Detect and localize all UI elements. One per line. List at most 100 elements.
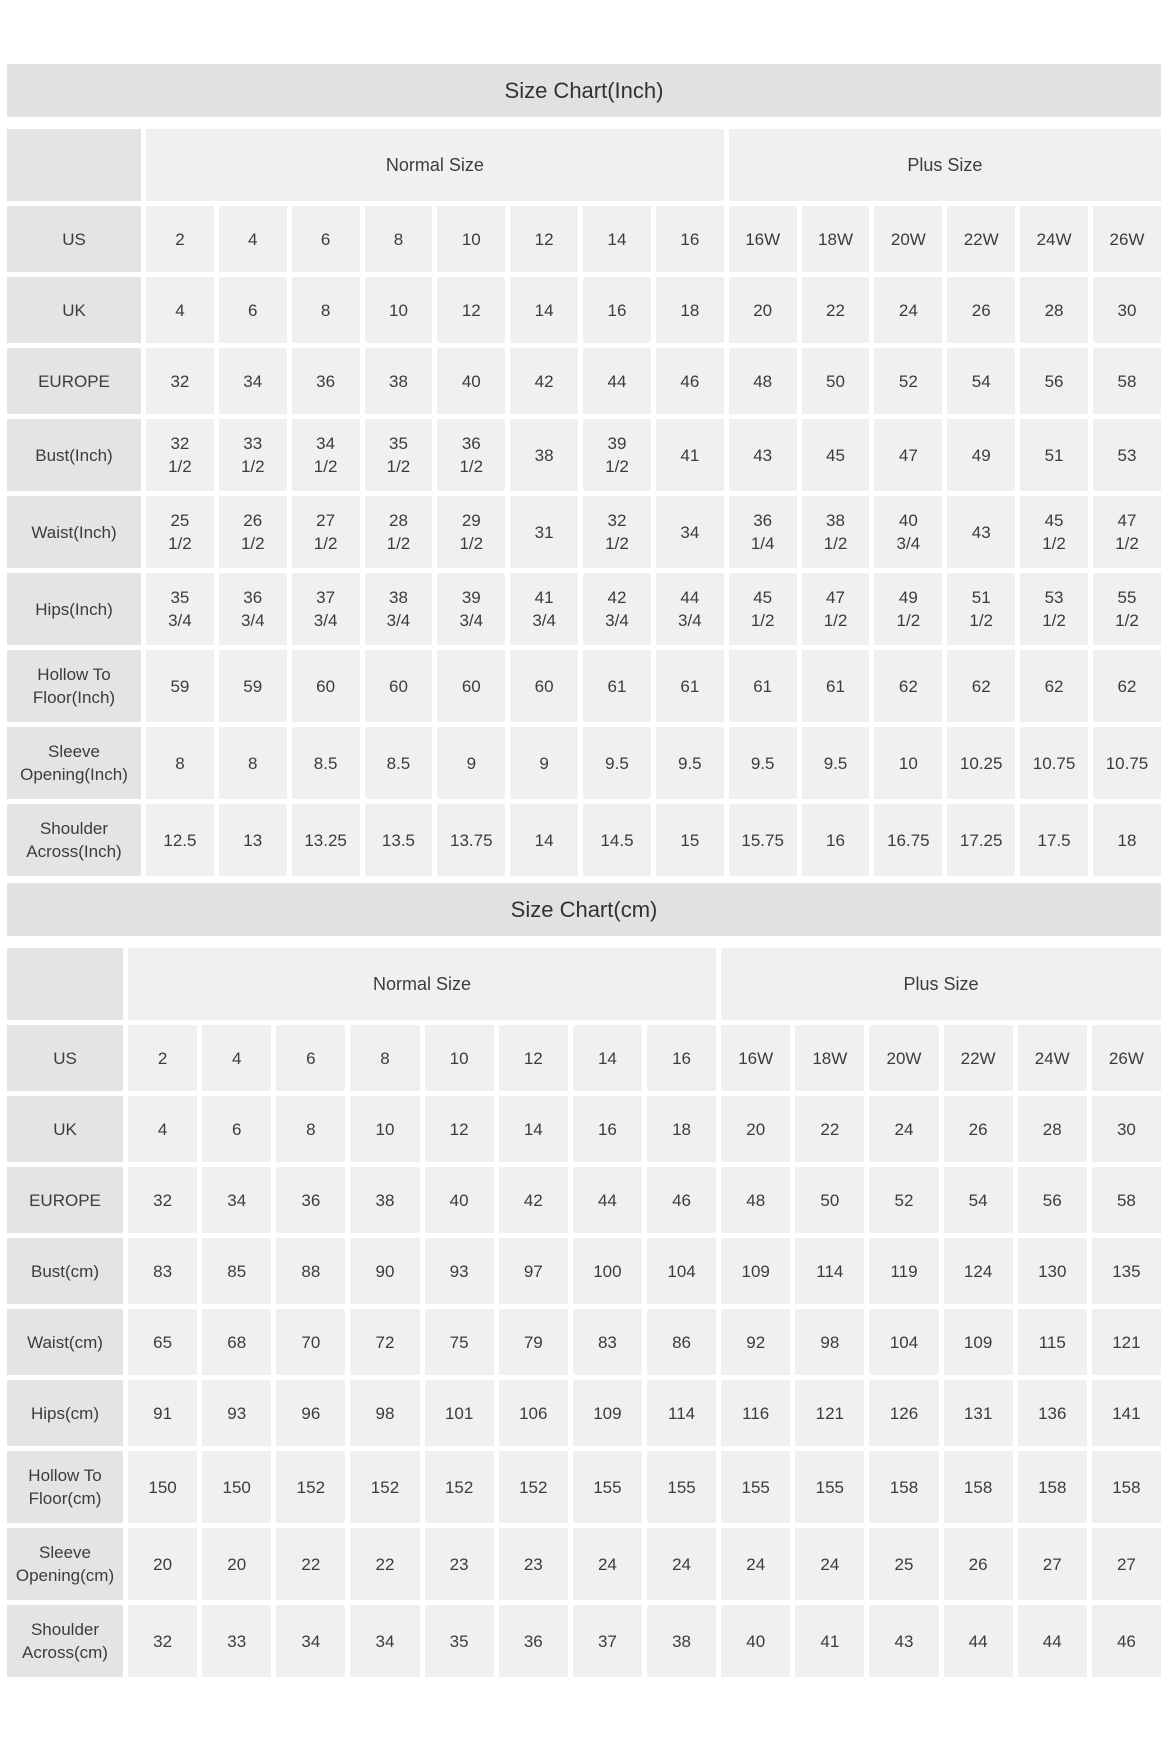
size-cell: 39 3/4 (437, 573, 506, 645)
size-cell: 136 (1017, 1380, 1087, 1446)
size-cell: 8 (350, 1025, 420, 1091)
size-cell: 8 (146, 727, 214, 799)
size-cell: 58 (1092, 348, 1161, 414)
size-cell: 24 (721, 1528, 791, 1600)
size-cell: 155 (646, 1451, 717, 1523)
size-cell: 51 (1020, 419, 1088, 491)
size-cell: 24 (874, 277, 943, 343)
size-cell: 101 (424, 1380, 494, 1446)
table-row: Hips(Inch) 35 3/4 36 3/4 37 3/4 38 3/4 39 3/4… (7, 573, 1161, 645)
row-label: UK (7, 1096, 123, 1162)
size-cell: 14.5 (583, 804, 651, 876)
size-cell: 9.5 (728, 727, 797, 799)
size-cell: 10 (437, 206, 506, 272)
size-cell: 32 (128, 1605, 198, 1677)
size-cell: 93 (202, 1380, 272, 1446)
size-cell: 27 (1017, 1528, 1087, 1600)
size-cell: 2 (146, 206, 214, 272)
size-cell: 16W (728, 206, 797, 272)
size-cell: 31 (510, 496, 579, 568)
column-group-normal-size: Normal Size (128, 948, 717, 1020)
corner-cell (7, 948, 123, 1020)
table-row: Shoulder Across(cm) 32 33 34 34 35 36 37 38 40 41 4… (7, 1605, 1161, 1677)
size-cell: 10 (874, 727, 943, 799)
size-cell: 36 (291, 348, 360, 414)
column-group-row: Normal Size Plus Size (7, 948, 1161, 1020)
size-cell: 75 (424, 1309, 494, 1375)
size-cell: 35 (424, 1605, 494, 1677)
size-cell: 106 (498, 1380, 568, 1446)
size-cell: 13.25 (291, 804, 360, 876)
size-cell: 39 1/2 (583, 419, 651, 491)
size-cell: 18 (646, 1096, 717, 1162)
size-cell: 6 (202, 1096, 272, 1162)
size-cell: 44 3/4 (655, 573, 724, 645)
size-cell: 35 3/4 (146, 573, 214, 645)
size-cell: 14 (510, 804, 579, 876)
size-cell: 53 (1092, 419, 1161, 491)
size-cell: 104 (646, 1238, 717, 1304)
row-label: Shoulder Across(Inch) (7, 804, 141, 876)
size-cell: 54 (943, 1167, 1013, 1233)
size-cell: 65 (128, 1309, 198, 1375)
size-chart-cm-title: Size Chart(cm) (7, 883, 1161, 936)
size-cell: 68 (202, 1309, 272, 1375)
size-cell: 20 (721, 1096, 791, 1162)
row-label: Shoulder Across(cm) (7, 1605, 123, 1677)
size-cell: 115 (1017, 1309, 1087, 1375)
column-group-plus-size: Plus Size (728, 129, 1161, 201)
size-cell: 9.5 (583, 727, 651, 799)
size-cell: 88 (276, 1238, 346, 1304)
row-label: Hollow To Floor(cm) (7, 1451, 123, 1523)
size-cell: 42 (498, 1167, 568, 1233)
size-cell: 22W (943, 1025, 1013, 1091)
size-cell: 27 (1091, 1528, 1161, 1600)
size-cell: 32 1/2 (146, 419, 214, 491)
size-cell: 14 (510, 277, 579, 343)
size-cell: 8.5 (364, 727, 433, 799)
size-cell: 6 (276, 1025, 346, 1091)
size-cell: 14 (498, 1096, 568, 1162)
size-cell: 30 (1091, 1096, 1161, 1162)
size-cell: 44 (1017, 1605, 1087, 1677)
size-cell: 62 (1092, 650, 1161, 722)
size-cell: 22W (947, 206, 1016, 272)
row-label: UK (7, 277, 141, 343)
size-cell: 59 (146, 650, 214, 722)
size-cell: 32 (146, 348, 214, 414)
size-cell: 116 (721, 1380, 791, 1446)
size-cell: 20 (728, 277, 797, 343)
size-cell: 55 1/2 (1092, 573, 1161, 645)
size-cell: 9.5 (655, 727, 724, 799)
size-cell: 13.75 (437, 804, 506, 876)
size-cell: 12.5 (146, 804, 214, 876)
size-cell: 13.5 (364, 804, 433, 876)
size-cell: 4 (218, 206, 287, 272)
size-cell: 141 (1091, 1380, 1161, 1446)
size-cell: 114 (646, 1380, 717, 1446)
table-row: Sleeve Opening(cm) 20 20 22 22 23 23 24 24 24 24 25… (7, 1528, 1161, 1600)
size-cell: 26 1/2 (218, 496, 287, 568)
size-cell: 40 (437, 348, 506, 414)
size-cell: 52 (869, 1167, 939, 1233)
row-label: Waist(cm) (7, 1309, 123, 1375)
size-cell: 49 1/2 (874, 573, 943, 645)
size-cell: 16 (583, 277, 651, 343)
table-row: US 2 4 6 8 10 12 14 16 16W 18W 20W 22W 24W 26W (7, 206, 1161, 272)
row-label: Bust(Inch) (7, 419, 141, 491)
size-cell: 40 (721, 1605, 791, 1677)
size-cell: 124 (943, 1238, 1013, 1304)
size-cell: 45 (801, 419, 870, 491)
size-cell: 96 (276, 1380, 346, 1446)
size-cell: 158 (1017, 1451, 1087, 1523)
size-cell: 155 (795, 1451, 865, 1523)
size-cell: 26W (1091, 1025, 1161, 1091)
size-cell: 60 (364, 650, 433, 722)
size-cell: 44 (583, 348, 651, 414)
size-cell: 37 (572, 1605, 642, 1677)
size-cell: 34 (350, 1605, 420, 1677)
table-row: Sleeve Opening(Inch) 8 8 8.5 8.5 9 9 9.5 9.5 9.5 9… (7, 727, 1161, 799)
size-cell: 8 (276, 1096, 346, 1162)
row-label: Hips(cm) (7, 1380, 123, 1446)
